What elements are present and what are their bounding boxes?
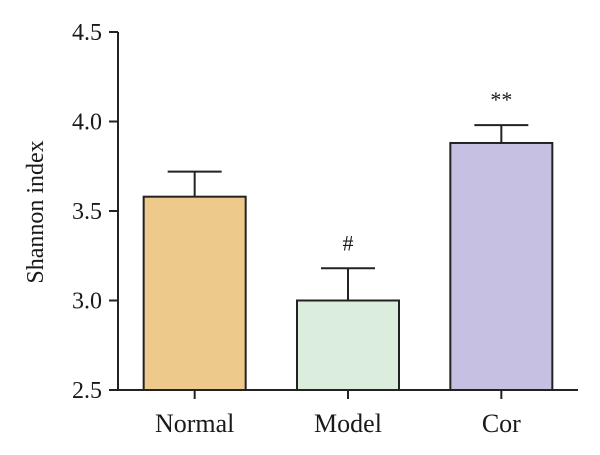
y-axis-title: Shannon index xyxy=(23,140,49,283)
x-axis: Normal Model Cor xyxy=(118,389,578,438)
x-tick-label: Model xyxy=(314,409,382,438)
y-axis: 2.5 3.0 3.5 4.0 4.5 xyxy=(72,20,119,404)
bar-cor xyxy=(449,141,554,391)
bars: # ** xyxy=(142,87,554,391)
y-tick-label: 4.0 xyxy=(72,110,102,136)
y-tick-label: 4.5 xyxy=(72,20,102,46)
y-tick-label: 3.5 xyxy=(72,199,102,225)
y-tick-label: 2.5 xyxy=(72,378,102,404)
significance-marker: ** xyxy=(490,87,512,112)
bar-model xyxy=(296,299,400,391)
significance-marker: # xyxy=(343,230,354,255)
y-tick-label: 3.0 xyxy=(72,289,102,315)
x-tick-label: Cor xyxy=(482,409,521,438)
bar-normal xyxy=(142,195,247,391)
x-tick-label: Normal xyxy=(155,409,234,438)
